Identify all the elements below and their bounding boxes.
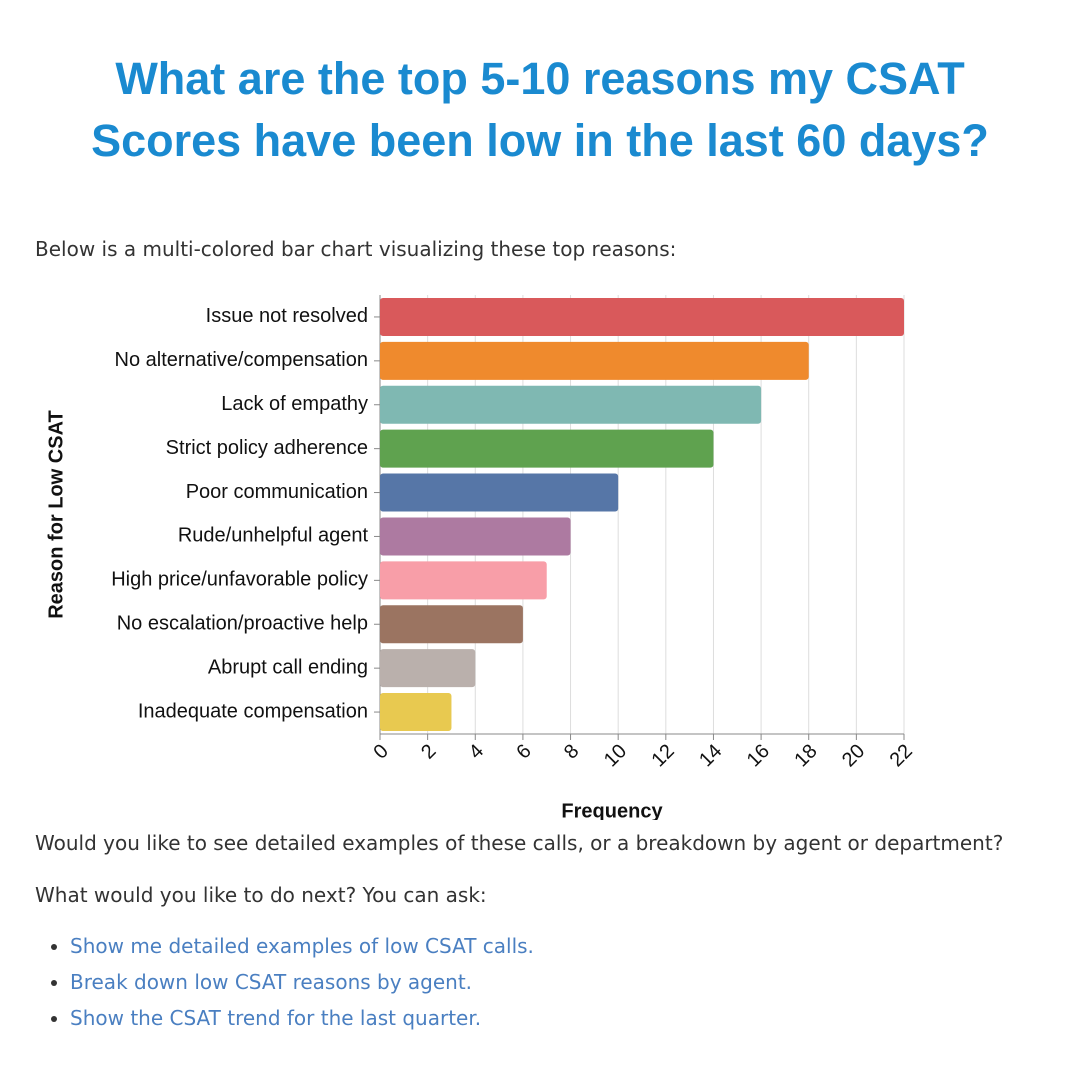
y-tick-label: Inadequate compensation <box>138 700 368 722</box>
x-tick-label: 22 <box>886 740 917 771</box>
bar <box>380 385 762 424</box>
bar <box>380 605 523 644</box>
question-text: Would you like to see detailed examples … <box>35 831 1004 855</box>
y-tick-label: Issue not resolved <box>206 305 368 327</box>
x-tick-label: 4 <box>465 740 488 763</box>
y-tick-label: Lack of empathy <box>221 393 368 415</box>
y-tick-label: Abrupt call ending <box>208 656 368 678</box>
x-tick-label: 18 <box>790 740 821 771</box>
bar <box>380 517 571 556</box>
x-axis-title: Frequency <box>561 800 663 820</box>
y-tick-label: Poor communication <box>186 481 368 503</box>
bar <box>380 561 547 600</box>
suggestion-item: Break down low CSAT reasons by agent. <box>70 964 534 1000</box>
bar <box>380 649 476 688</box>
bar <box>380 297 904 336</box>
y-tick-label: High price/unfavorable policy <box>111 569 368 591</box>
suggestion-link[interactable]: Break down low CSAT reasons by agent. <box>70 970 473 994</box>
y-tick-label: Strict policy adherence <box>166 437 368 459</box>
y-tick-label: No escalation/proactive help <box>117 613 368 635</box>
bar <box>380 473 619 512</box>
x-tick-label: 10 <box>600 740 631 771</box>
bar <box>380 341 809 380</box>
x-tick-label: 14 <box>695 740 726 771</box>
prompt-text: What would you like to do next? You can … <box>35 883 487 907</box>
bar <box>380 693 452 732</box>
bar <box>380 429 714 468</box>
suggestion-list: Show me detailed examples of low CSAT ca… <box>30 928 534 1036</box>
chart: 0 2 4 6 8 10 12 14 16 18 20 22 Issue not resolved No … <box>45 295 917 820</box>
y-tick-label: No alternative/compensation <box>115 349 368 371</box>
x-tick-label: 2 <box>417 740 440 763</box>
page-title: What are the top 5-10 reasons my CSAT Sc… <box>91 53 989 166</box>
suggestion-link[interactable]: Show me detailed examples of low CSAT ca… <box>70 934 534 958</box>
x-tick-label: 12 <box>647 740 678 771</box>
suggestion-item: Show me detailed examples of low CSAT ca… <box>70 928 534 964</box>
intro-text: Below is a multi-colored bar chart visua… <box>35 237 677 261</box>
y-axis-title: Reason for Low CSAT <box>45 410 67 619</box>
x-tick-label: 20 <box>838 740 869 771</box>
y-tick-label: Rude/unhelpful agent <box>178 525 369 547</box>
suggestion-link[interactable]: Show the CSAT trend for the last quarter… <box>70 1006 482 1030</box>
suggestion-item: Show the CSAT trend for the last quarter… <box>70 1000 534 1036</box>
x-tick-label: 8 <box>560 740 583 763</box>
x-tick-label: 0 <box>370 740 393 763</box>
x-tick-label: 16 <box>743 740 774 771</box>
x-tick-label: 6 <box>512 740 535 763</box>
